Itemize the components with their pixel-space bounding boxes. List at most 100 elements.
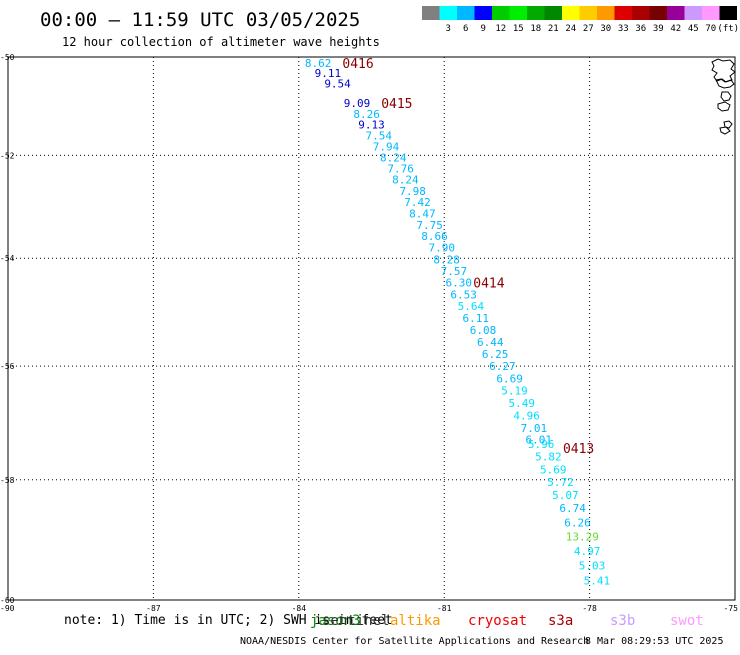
- color-scale-label: 3: [446, 24, 451, 34]
- longitude-tick-label: -78: [582, 604, 597, 613]
- wave-height-label: 6.26: [564, 516, 591, 529]
- wave-height-label: 9.09: [344, 97, 371, 110]
- wave-height-label: 7.76: [387, 162, 414, 175]
- color-scale-label: (ft): [717, 24, 739, 34]
- color-scale-label: 39: [653, 24, 664, 34]
- color-scale-swatch: [684, 6, 702, 20]
- wave-height-label: 7.54: [366, 129, 393, 142]
- wave-height-label: 9.13: [358, 118, 385, 131]
- map-title: 00:00 – 11:59 UTC 03/05/2025: [40, 9, 360, 31]
- axis-tick-labels: -90 -87 -84 -81 -78 -75 -50 -52 -54 -56 -58 -60: [0, 53, 738, 613]
- wave-height-label: 6.01: [525, 433, 552, 446]
- wave-height-label: 5.72: [547, 476, 574, 489]
- latitude-tick-label: -54: [0, 254, 15, 263]
- wave-height-label: 5.82: [535, 451, 562, 464]
- wave-height-label: 6.25: [482, 348, 509, 361]
- color-scale-swatch: [632, 6, 650, 20]
- wave-height-label: 6.44: [477, 336, 504, 349]
- track-time-label: 0416: [342, 57, 373, 72]
- map-subtitle: 12 hour collection of altimeter wave hei…: [62, 35, 380, 49]
- wave-height-label: 6.27: [489, 360, 516, 373]
- satellite-name-sentinel: sentinel: [322, 613, 389, 629]
- longitude-tick-label: -75: [724, 604, 739, 613]
- color-scale-swatch: [439, 6, 457, 20]
- coastline-island-shape: [711, 58, 736, 135]
- wave-height-label: 5.41: [584, 574, 611, 587]
- wave-height-label: 5.03: [579, 560, 606, 573]
- satellite-name-jason3: jason3: [310, 613, 361, 629]
- color-scale-swatch: [719, 6, 737, 20]
- wave-height-label: 8.24: [380, 151, 407, 164]
- lat-lon-grid: [7, 56, 736, 601]
- wave-height-label: 8.47: [409, 207, 436, 220]
- wave-height-label: 8.24: [392, 174, 419, 187]
- color-scale-label: 27: [583, 24, 594, 34]
- wave-height-label: 7.57: [441, 265, 468, 278]
- wave-height-label: 7.01: [521, 422, 548, 435]
- color-scale-swatch: [422, 6, 440, 20]
- wave-height-label: 6.30: [445, 277, 472, 290]
- wave-height-label: 4.97: [574, 545, 601, 558]
- wave-height-label: 5.64: [458, 300, 485, 313]
- longitude-tick-label: -81: [437, 604, 452, 613]
- latitude-tick-label: -56: [0, 362, 15, 371]
- wave-height-label: 7.94: [373, 140, 400, 153]
- latitude-tick-label: -60: [0, 596, 15, 605]
- wave-height-label: 9.54: [324, 78, 351, 91]
- color-scale-label: 36: [635, 24, 646, 34]
- color-scale-swatch: [509, 6, 527, 20]
- wave-height-label: 5.96: [528, 438, 555, 451]
- color-scale-label: 42: [670, 24, 681, 34]
- longitude-tick-label: -90: [0, 604, 15, 613]
- wave-height-label: 9.11: [315, 67, 342, 80]
- color-scale-label: 12: [495, 24, 506, 34]
- wave-height-label: 8.28: [433, 253, 460, 266]
- color-scale-swatch: [597, 6, 615, 20]
- color-scale-swatch: [544, 6, 562, 20]
- generation-timestamp: 8 Mar 08:29:53 UTC 2025: [585, 636, 723, 647]
- satellite-track: 8.629.119.549.098.269.137.547.948.247.76…: [305, 57, 610, 588]
- satellite-name-swot: swot: [670, 613, 704, 629]
- wave-height-label: 6.11: [462, 312, 489, 325]
- wave-height-label: 7.90: [429, 242, 456, 255]
- track-time-label: 0413: [563, 442, 594, 457]
- wave-height-label: 5.69: [540, 463, 567, 476]
- color-scale-label: 6: [463, 24, 468, 34]
- track-time-label: 0415: [381, 97, 412, 112]
- credit-line: NOAA/NESDIS Center for Satellite Applica…: [240, 636, 589, 647]
- color-scale-swatch: [649, 6, 667, 20]
- track-time-label: 0414: [473, 277, 504, 292]
- color-scale-swatch: [527, 6, 545, 20]
- satellite-name-s3b: s3b: [610, 613, 635, 629]
- wave-height-label: 5.19: [501, 385, 528, 398]
- wave-height-label: 6.53: [450, 288, 477, 301]
- color-scale-label: 9: [481, 24, 486, 34]
- color-scale-label: 33: [618, 24, 629, 34]
- satellite-name-altika: altika: [390, 613, 441, 629]
- latitude-tick-label: -50: [0, 53, 15, 62]
- longitude-tick-label: -87: [146, 604, 161, 613]
- wave-height-label: 13.29: [566, 531, 599, 544]
- wave-height-label: 6.69: [496, 372, 523, 385]
- color-scale-swatch: [474, 6, 492, 20]
- color-scale-label: 45: [688, 24, 699, 34]
- wave-height-label: 5.07: [552, 489, 579, 502]
- longitude-tick-label: -84: [292, 604, 307, 613]
- wave-height-label: 7.98: [399, 185, 426, 198]
- wave-height-label: 6.08: [470, 324, 497, 337]
- color-scale-label: 18: [530, 24, 541, 34]
- color-scale-swatch: [562, 6, 580, 20]
- plot-frame: [7, 56, 736, 601]
- color-scale-swatch: [457, 6, 475, 20]
- color-scale-label: 15: [513, 24, 524, 34]
- color-scale-swatch: [702, 6, 720, 20]
- wave-height-label: 6.74: [559, 502, 586, 515]
- latitude-tick-label: -58: [0, 476, 15, 485]
- color-scale-swatch: [579, 6, 597, 20]
- satellite-name-s3a: s3a: [548, 613, 573, 629]
- units-note: note: 1) Time is in UTC; 2) SWH is in fe…: [64, 613, 393, 628]
- color-scale-swatch: [492, 6, 510, 20]
